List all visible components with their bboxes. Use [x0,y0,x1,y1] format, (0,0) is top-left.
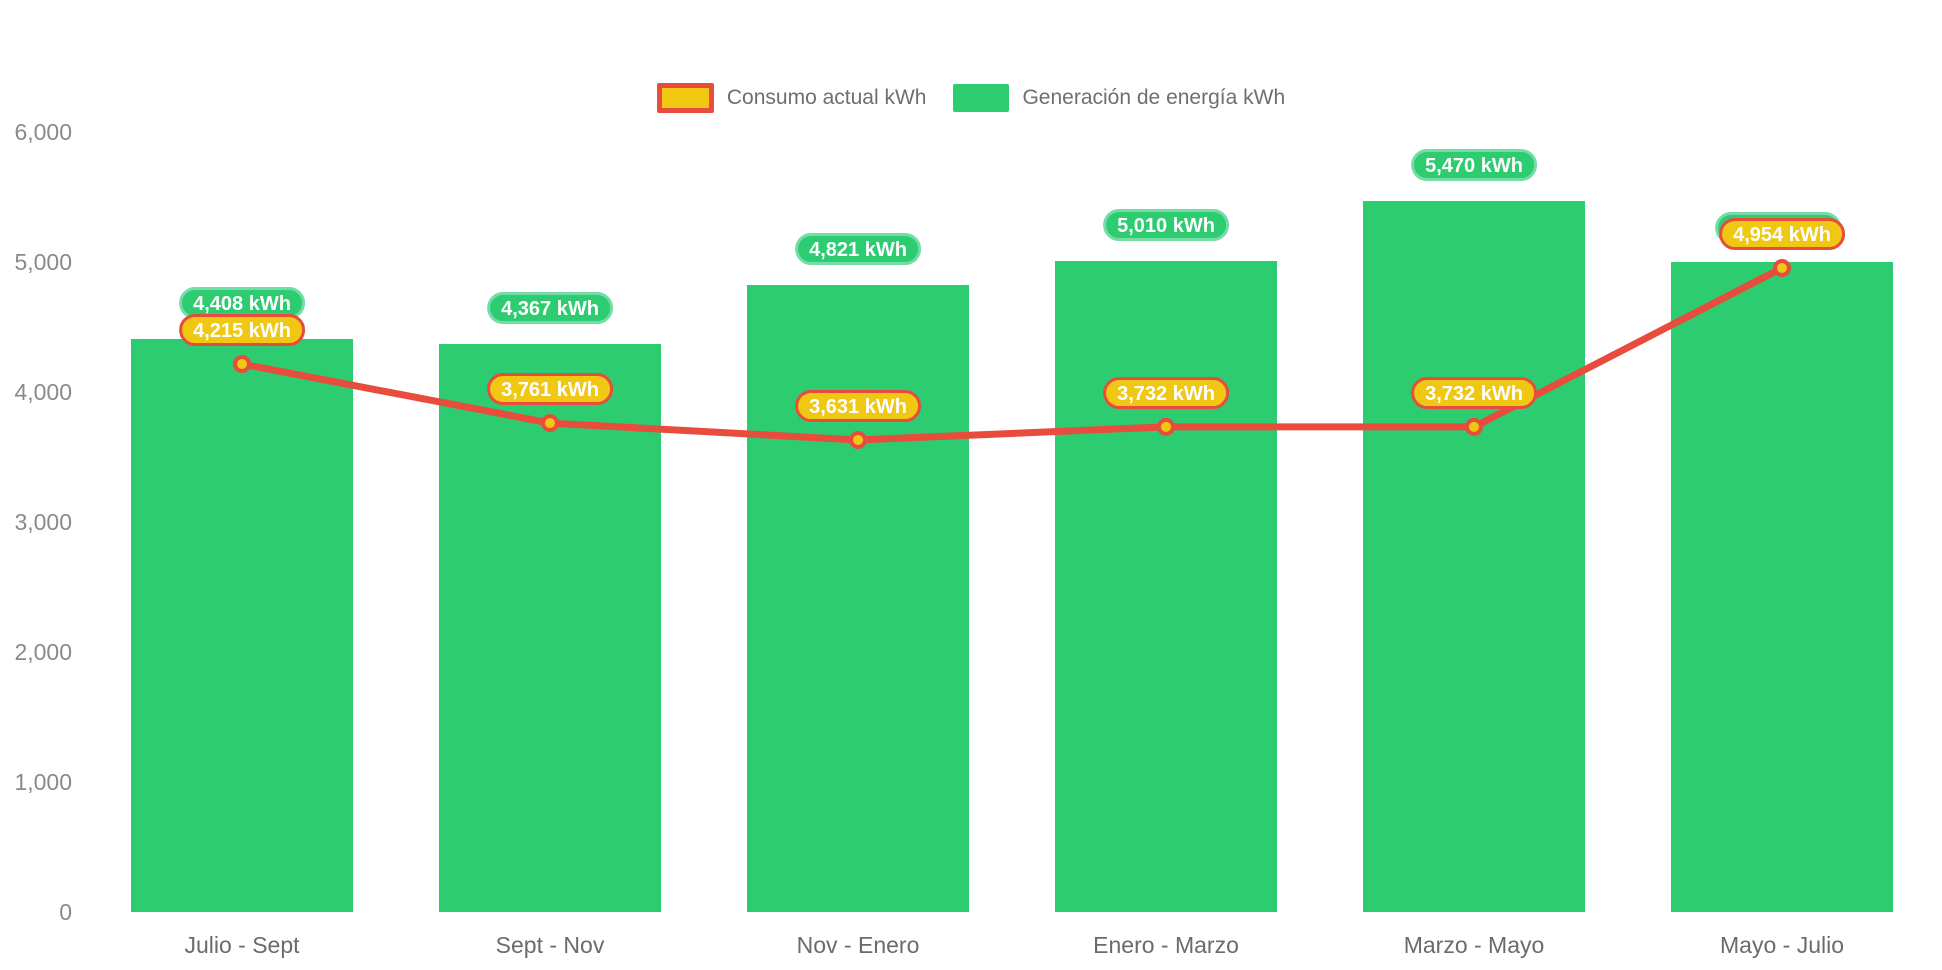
generation-bar[interactable] [131,338,353,912]
generation-label: 4,367 kWh [487,292,613,325]
generation-bar[interactable] [747,285,969,912]
consumption-point[interactable] [1157,417,1175,436]
x-category-label: Nov - Enero [796,932,920,958]
x-category-label: Enero - Marzo [1093,932,1239,958]
legend-item-consumo[interactable]: Consumo actual kWh [656,83,927,113]
generation-bar[interactable] [439,344,661,912]
generation-label: 5,470 kWh [1411,148,1537,181]
consumption-point[interactable] [541,414,559,433]
consumo-legend-label: Consumo actual kWh [726,86,927,109]
consumption-point[interactable] [849,430,867,449]
y-tick-label: 6,000 [14,119,72,145]
consumption-label: 3,732 kWh [1103,376,1229,409]
chart-legend: Consumo actual kWh Generación de energía… [0,83,1942,113]
y-tick-label: 5,000 [14,249,72,275]
consumption-label: 3,761 kWh [487,373,613,406]
consumption-point[interactable] [1465,417,1483,436]
legend-item-generacion[interactable]: Generación de energía kWh [953,84,1285,112]
x-category-label: Sept - Nov [495,932,605,958]
consumption-label: 3,732 kWh [1411,376,1537,409]
consumption-point[interactable] [233,355,251,374]
generation-bar[interactable] [1363,200,1585,912]
generacion-legend-label: Generación de energía kWh [1022,86,1286,109]
x-category-label: Julio - Sept [184,932,300,958]
x-category-label: Mayo - Julio [1720,932,1844,958]
y-tick-label: 2,000 [14,639,72,665]
generation-bar[interactable] [1055,260,1277,912]
generation-label: 5,010 kWh [1103,208,1229,241]
consumo-legend-swatch [656,83,714,113]
generation-label: 4,821 kWh [795,233,921,266]
generation-bar[interactable] [1671,262,1893,912]
consumption-label: 4,954 kWh [1719,217,1845,250]
y-tick-label: 3,000 [14,509,72,535]
consumption-label: 4,215 kWh [179,314,305,347]
x-category-label: Marzo - Mayo [1403,932,1545,958]
y-tick-label: 1,000 [14,769,72,795]
consumption-point[interactable] [1773,258,1791,277]
generacion-legend-swatch [953,84,1010,112]
consumption-label: 3,631 kWh [795,389,921,422]
consumption-line [241,264,1784,444]
y-tick-label: 0 [59,899,72,925]
y-tick-label: 4,000 [14,379,72,405]
